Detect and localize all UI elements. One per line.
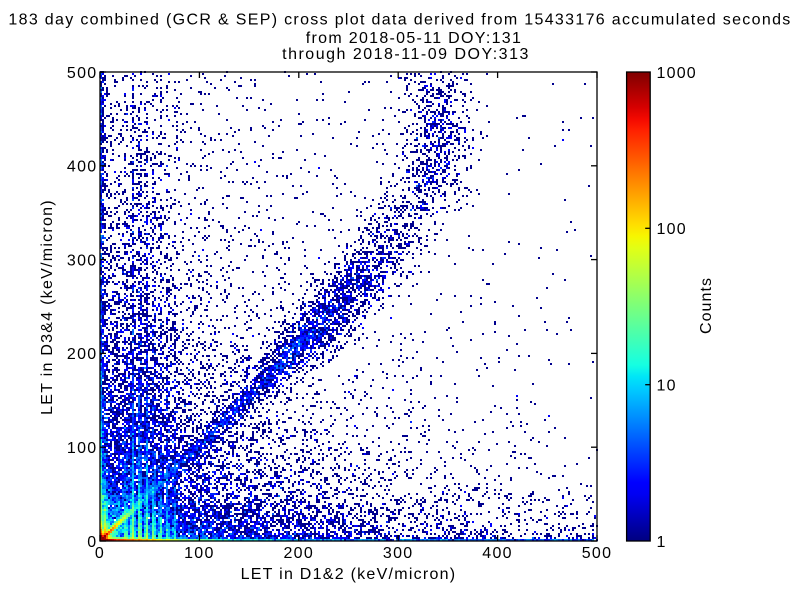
svg-text:200: 200 (283, 545, 314, 562)
svg-text:400: 400 (67, 159, 98, 176)
svg-text:100: 100 (657, 221, 687, 238)
svg-text:400: 400 (482, 545, 513, 562)
svg-text:0: 0 (95, 545, 105, 562)
svg-text:1000: 1000 (657, 65, 697, 82)
svg-text:from 2018-05-11 DOY:131: from 2018-05-11 DOY:131 (306, 30, 522, 47)
svg-text:10: 10 (657, 378, 677, 395)
svg-text:0: 0 (87, 534, 97, 551)
svg-text:300: 300 (67, 252, 98, 269)
svg-text:100: 100 (184, 545, 215, 562)
svg-text:500: 500 (582, 545, 613, 562)
svg-text:200: 200 (67, 346, 98, 363)
svg-text:through 2018-11-09 DOY:313: through 2018-11-09 DOY:313 (282, 46, 530, 63)
svg-text:500: 500 (67, 65, 98, 82)
svg-text:LET in D1&2 (keV/micron): LET in D1&2 (keV/micron) (241, 566, 457, 583)
svg-text:300: 300 (383, 545, 414, 562)
svg-text:183 day combined (GCR & SEP) c: 183 day combined (GCR & SEP) cross plot … (8, 12, 791, 29)
svg-text:1: 1 (657, 534, 667, 551)
svg-text:100: 100 (67, 440, 98, 457)
svg-text:Counts: Counts (698, 277, 715, 334)
svg-text:LET in D3&4 (keV/micron): LET in D3&4 (keV/micron) (39, 199, 56, 415)
